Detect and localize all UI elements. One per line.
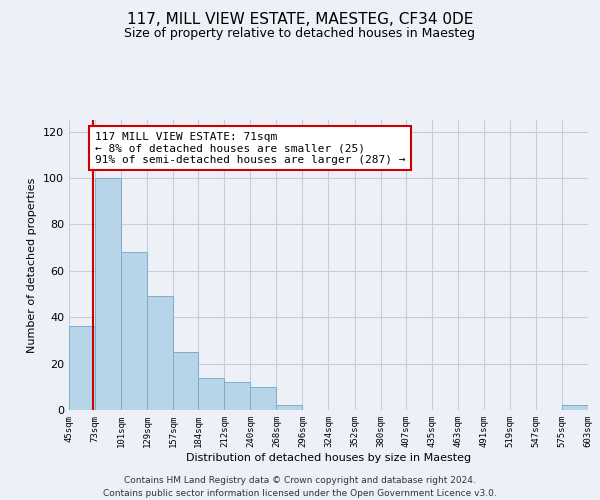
Bar [173,352,198,410]
Bar [277,406,302,410]
Y-axis label: Number of detached properties: Number of detached properties [28,178,37,352]
Bar [121,252,147,410]
Text: 117, MILL VIEW ESTATE, MAESTEG, CF34 0DE: 117, MILL VIEW ESTATE, MAESTEG, CF34 0DE [127,12,473,28]
Text: 117 MILL VIEW ESTATE: 71sqm
← 8% of detached houses are smaller (25)
91% of semi: 117 MILL VIEW ESTATE: 71sqm ← 8% of deta… [95,132,406,165]
Bar [250,387,277,410]
Text: Size of property relative to detached houses in Maesteg: Size of property relative to detached ho… [125,28,476,40]
X-axis label: Distribution of detached houses by size in Maesteg: Distribution of detached houses by size … [186,452,471,462]
Bar [147,296,173,410]
Bar [224,382,250,410]
Text: Contains HM Land Registry data © Crown copyright and database right 2024.
Contai: Contains HM Land Registry data © Crown c… [103,476,497,498]
Bar [95,178,121,410]
Bar [69,326,95,410]
Bar [198,378,224,410]
Bar [562,406,588,410]
